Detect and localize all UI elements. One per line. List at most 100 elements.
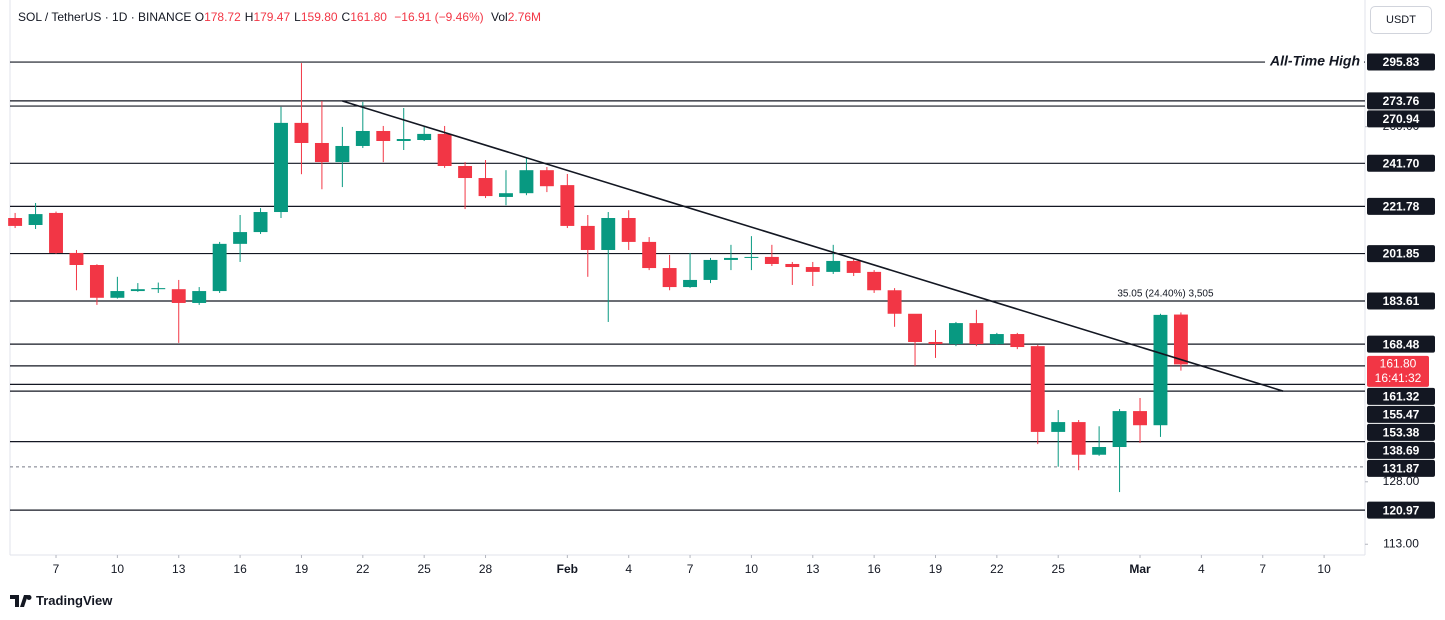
candle-body bbox=[519, 170, 534, 194]
x-tick-label: 10 bbox=[745, 562, 759, 576]
level-label: 295.83 bbox=[1383, 55, 1420, 69]
measure-label: 35.05 (24.40%) 3,505 bbox=[1117, 288, 1214, 299]
level-badge bbox=[1367, 501, 1435, 519]
currency-button[interactable]: USDT bbox=[1370, 6, 1432, 34]
candle-body bbox=[335, 145, 350, 163]
level-label: 168.48 bbox=[1383, 337, 1420, 351]
level-badge bbox=[1367, 92, 1435, 110]
candle-body bbox=[499, 193, 513, 197]
level-label: 273.76 bbox=[1383, 94, 1420, 108]
level-badge bbox=[1367, 245, 1435, 263]
logo[interactable]: TradingView bbox=[10, 593, 112, 608]
candle-body bbox=[69, 252, 84, 265]
level-label: 270.94 bbox=[1383, 112, 1420, 126]
level-label: 120.97 bbox=[1383, 503, 1420, 517]
candle-body bbox=[887, 290, 902, 314]
candle-body bbox=[1173, 314, 1188, 365]
x-tick-label: 4 bbox=[1198, 562, 1205, 576]
logo-text: TradingView bbox=[36, 593, 113, 608]
ohlc-key: C bbox=[341, 10, 351, 24]
candle-body bbox=[49, 212, 63, 253]
candle-body bbox=[417, 133, 432, 141]
logo-icon bbox=[10, 594, 32, 607]
candle-body bbox=[253, 212, 268, 233]
candle-body bbox=[294, 122, 309, 143]
candle-body bbox=[437, 133, 452, 166]
x-tick-label: 28 bbox=[479, 562, 493, 576]
last-price-label: 161.80 bbox=[1380, 357, 1417, 371]
candle-body bbox=[764, 256, 779, 264]
x-tick-label: 7 bbox=[1259, 562, 1266, 576]
candle-body bbox=[826, 260, 841, 272]
symbol: SOL / TetherUS · 1D · BINANCE bbox=[18, 10, 192, 24]
candle-body bbox=[396, 139, 411, 141]
level-label: 138.69 bbox=[1383, 444, 1420, 458]
change: −16.91 (−9.46%) bbox=[394, 10, 484, 24]
candle-body bbox=[314, 142, 329, 163]
candle-body bbox=[151, 288, 166, 290]
ohlc-value: 179.47 bbox=[253, 10, 291, 24]
candle-body bbox=[601, 218, 616, 250]
candle-body bbox=[212, 243, 227, 292]
level-badge bbox=[1367, 441, 1435, 459]
candle-body bbox=[1051, 422, 1066, 432]
candle-body bbox=[703, 259, 718, 280]
candle-body bbox=[1092, 447, 1107, 455]
candle-body bbox=[580, 225, 595, 250]
y-tick-label: 113.00 bbox=[1383, 536, 1419, 550]
candle-body bbox=[28, 214, 43, 225]
x-tick-label: 7 bbox=[53, 562, 60, 576]
last-price-badge bbox=[1367, 355, 1429, 387]
candle-body bbox=[1112, 411, 1127, 448]
level-badge bbox=[1367, 292, 1435, 310]
level-label: 155.47 bbox=[1383, 408, 1420, 422]
x-tick-label: 7 bbox=[687, 562, 694, 576]
candle-body bbox=[458, 165, 473, 179]
candle-body bbox=[376, 130, 391, 141]
x-tick-label: 10 bbox=[111, 562, 125, 576]
x-tick-label: 19 bbox=[295, 562, 309, 576]
x-tick-label: 13 bbox=[806, 562, 820, 576]
level-label: 161.32 bbox=[1383, 390, 1420, 404]
candle-body bbox=[1010, 334, 1025, 348]
candle-body bbox=[867, 271, 882, 291]
level-label: 221.78 bbox=[1383, 200, 1420, 214]
candle-body bbox=[478, 178, 493, 197]
candle-body bbox=[948, 323, 963, 345]
level-label: 241.70 bbox=[1383, 156, 1420, 170]
level-badge bbox=[1367, 53, 1435, 71]
candle-body bbox=[805, 267, 820, 272]
candle-body bbox=[171, 289, 186, 303]
candle-body bbox=[724, 257, 738, 260]
level-badge bbox=[1367, 335, 1435, 353]
candle-body bbox=[969, 323, 984, 345]
candle-body bbox=[274, 122, 288, 213]
ohlc-key: O bbox=[194, 10, 205, 24]
level-badge bbox=[1367, 110, 1435, 128]
level-label: 183.61 bbox=[1383, 294, 1420, 308]
level-badge bbox=[1367, 154, 1435, 172]
countdown-label: 16:41:32 bbox=[1375, 371, 1422, 385]
x-tick-label: 13 bbox=[172, 562, 186, 576]
candle-body bbox=[130, 289, 145, 292]
candle-body bbox=[110, 291, 125, 298]
candle-body bbox=[1030, 346, 1045, 432]
candle-body bbox=[192, 291, 207, 303]
ath-label: All-Time High bbox=[1269, 53, 1360, 69]
level-badge bbox=[1367, 423, 1435, 441]
candle-body bbox=[662, 268, 677, 288]
level-label: 131.87 bbox=[1383, 462, 1420, 476]
x-tick-label: 19 bbox=[929, 562, 943, 576]
x-tick-label: 22 bbox=[990, 562, 1004, 576]
candle-body bbox=[928, 341, 943, 345]
candle-body bbox=[642, 241, 657, 269]
candle-body bbox=[989, 334, 1004, 345]
candle-body bbox=[1153, 314, 1168, 426]
trendline bbox=[342, 100, 1284, 392]
candle-body bbox=[539, 170, 554, 187]
x-tick-label: 10 bbox=[1317, 562, 1331, 576]
x-tick-label: 25 bbox=[1052, 562, 1066, 576]
